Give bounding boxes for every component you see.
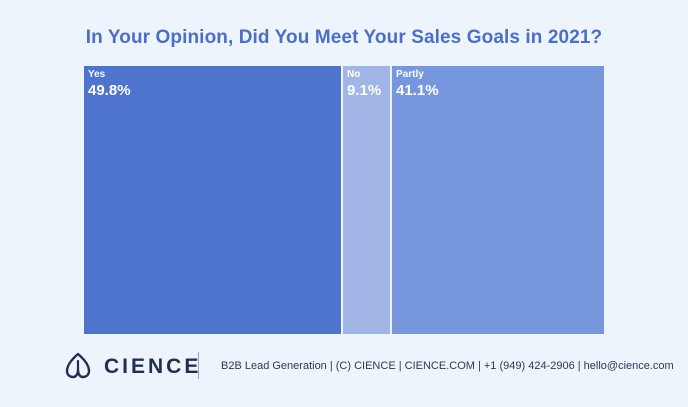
cience-logo-icon bbox=[61, 352, 95, 380]
chart-title: In Your Opinion, Did You Meet Your Sales… bbox=[85, 27, 603, 48]
tile-category-label: Partly bbox=[396, 69, 424, 80]
treemap-tile-no: No 9.1% bbox=[343, 66, 390, 334]
treemap-tile-partly: Partly 41.1% bbox=[392, 66, 604, 334]
footer-divider bbox=[198, 352, 199, 379]
logo-text: CIENCE bbox=[104, 355, 202, 378]
tile-value-label: 9.1% bbox=[347, 82, 382, 99]
tile-category-label: Yes bbox=[88, 69, 106, 80]
treemap-chart: Yes 49.8% No 9.1% Partly 41.1% bbox=[84, 66, 604, 334]
tile-value-label: 49.8% bbox=[88, 82, 131, 99]
tile-category-label: No bbox=[347, 69, 361, 80]
tile-value-label: 41.1% bbox=[396, 82, 439, 99]
treemap-tile-yes: Yes 49.8% bbox=[84, 66, 341, 334]
footer-info-text: B2B Lead Generation | (C) CIENCE | CIENC… bbox=[221, 360, 674, 372]
footer: CIENCE B2B Lead Generation | (C) CIENCE … bbox=[0, 340, 688, 407]
